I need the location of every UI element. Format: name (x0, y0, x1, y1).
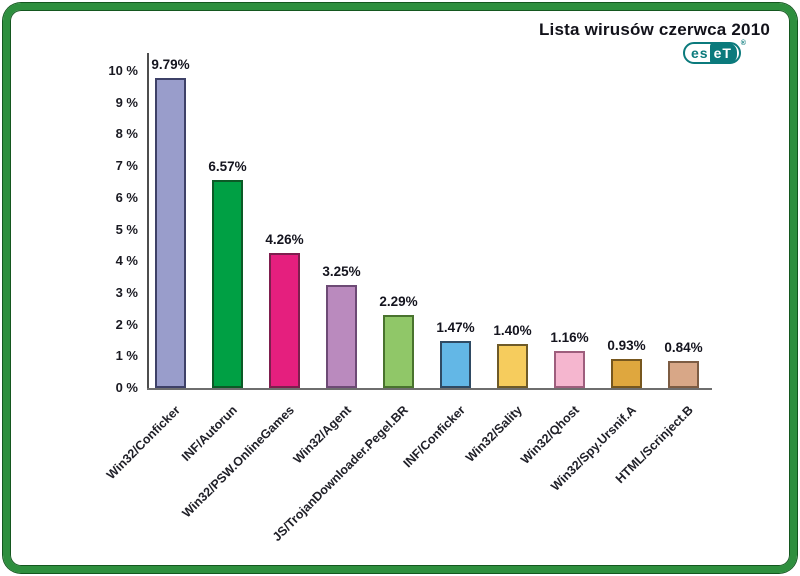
y-tick-label: 6 % (115, 189, 138, 205)
bar (212, 180, 243, 388)
bar-value-label: 6.57% (208, 159, 247, 174)
eset-logo-text-et: eT (709, 42, 737, 64)
y-tick-label: 9 % (115, 94, 138, 110)
bar (440, 341, 471, 388)
x-axis-line (147, 388, 712, 390)
y-tick-label: 5 % (115, 221, 138, 237)
y-tick-label: 10 % (108, 63, 138, 78)
bar-value-label: 1.16% (550, 330, 589, 345)
y-tick-label: 2 % (115, 316, 138, 332)
bar (326, 285, 357, 388)
y-tick-label: 3 % (115, 284, 138, 300)
bar (611, 359, 642, 388)
bar-value-label: 0.84% (664, 340, 703, 355)
y-tick-label: 7 % (115, 158, 138, 174)
bar (554, 351, 585, 388)
registered-trademark-icon: ® (740, 40, 746, 47)
bar (497, 344, 528, 388)
bar-value-label: 0.93% (607, 338, 646, 353)
eset-logo-text-es: es (691, 44, 709, 61)
bar-value-label: 1.47% (436, 320, 475, 335)
eset-logo: es eT ® (683, 40, 746, 64)
y-tick-label: 4 % (115, 253, 138, 269)
bar-value-label: 2.29% (379, 294, 418, 309)
bar (269, 253, 300, 388)
bar-value-label: 9.79% (151, 57, 190, 72)
y-tick-label: 0 % (115, 380, 138, 395)
bar (668, 361, 699, 388)
bar-value-label: 1.40% (493, 323, 532, 338)
chart-title: Lista wirusów czerwca 2010 (538, 20, 770, 39)
bar (155, 78, 186, 388)
y-tick-label: 8 % (115, 126, 138, 142)
y-axis-line (147, 53, 149, 390)
bar-value-label: 3.25% (322, 264, 361, 279)
y-tick-label: 1 % (115, 348, 138, 364)
bar (383, 315, 414, 388)
bar-value-label: 4.26% (265, 232, 304, 247)
